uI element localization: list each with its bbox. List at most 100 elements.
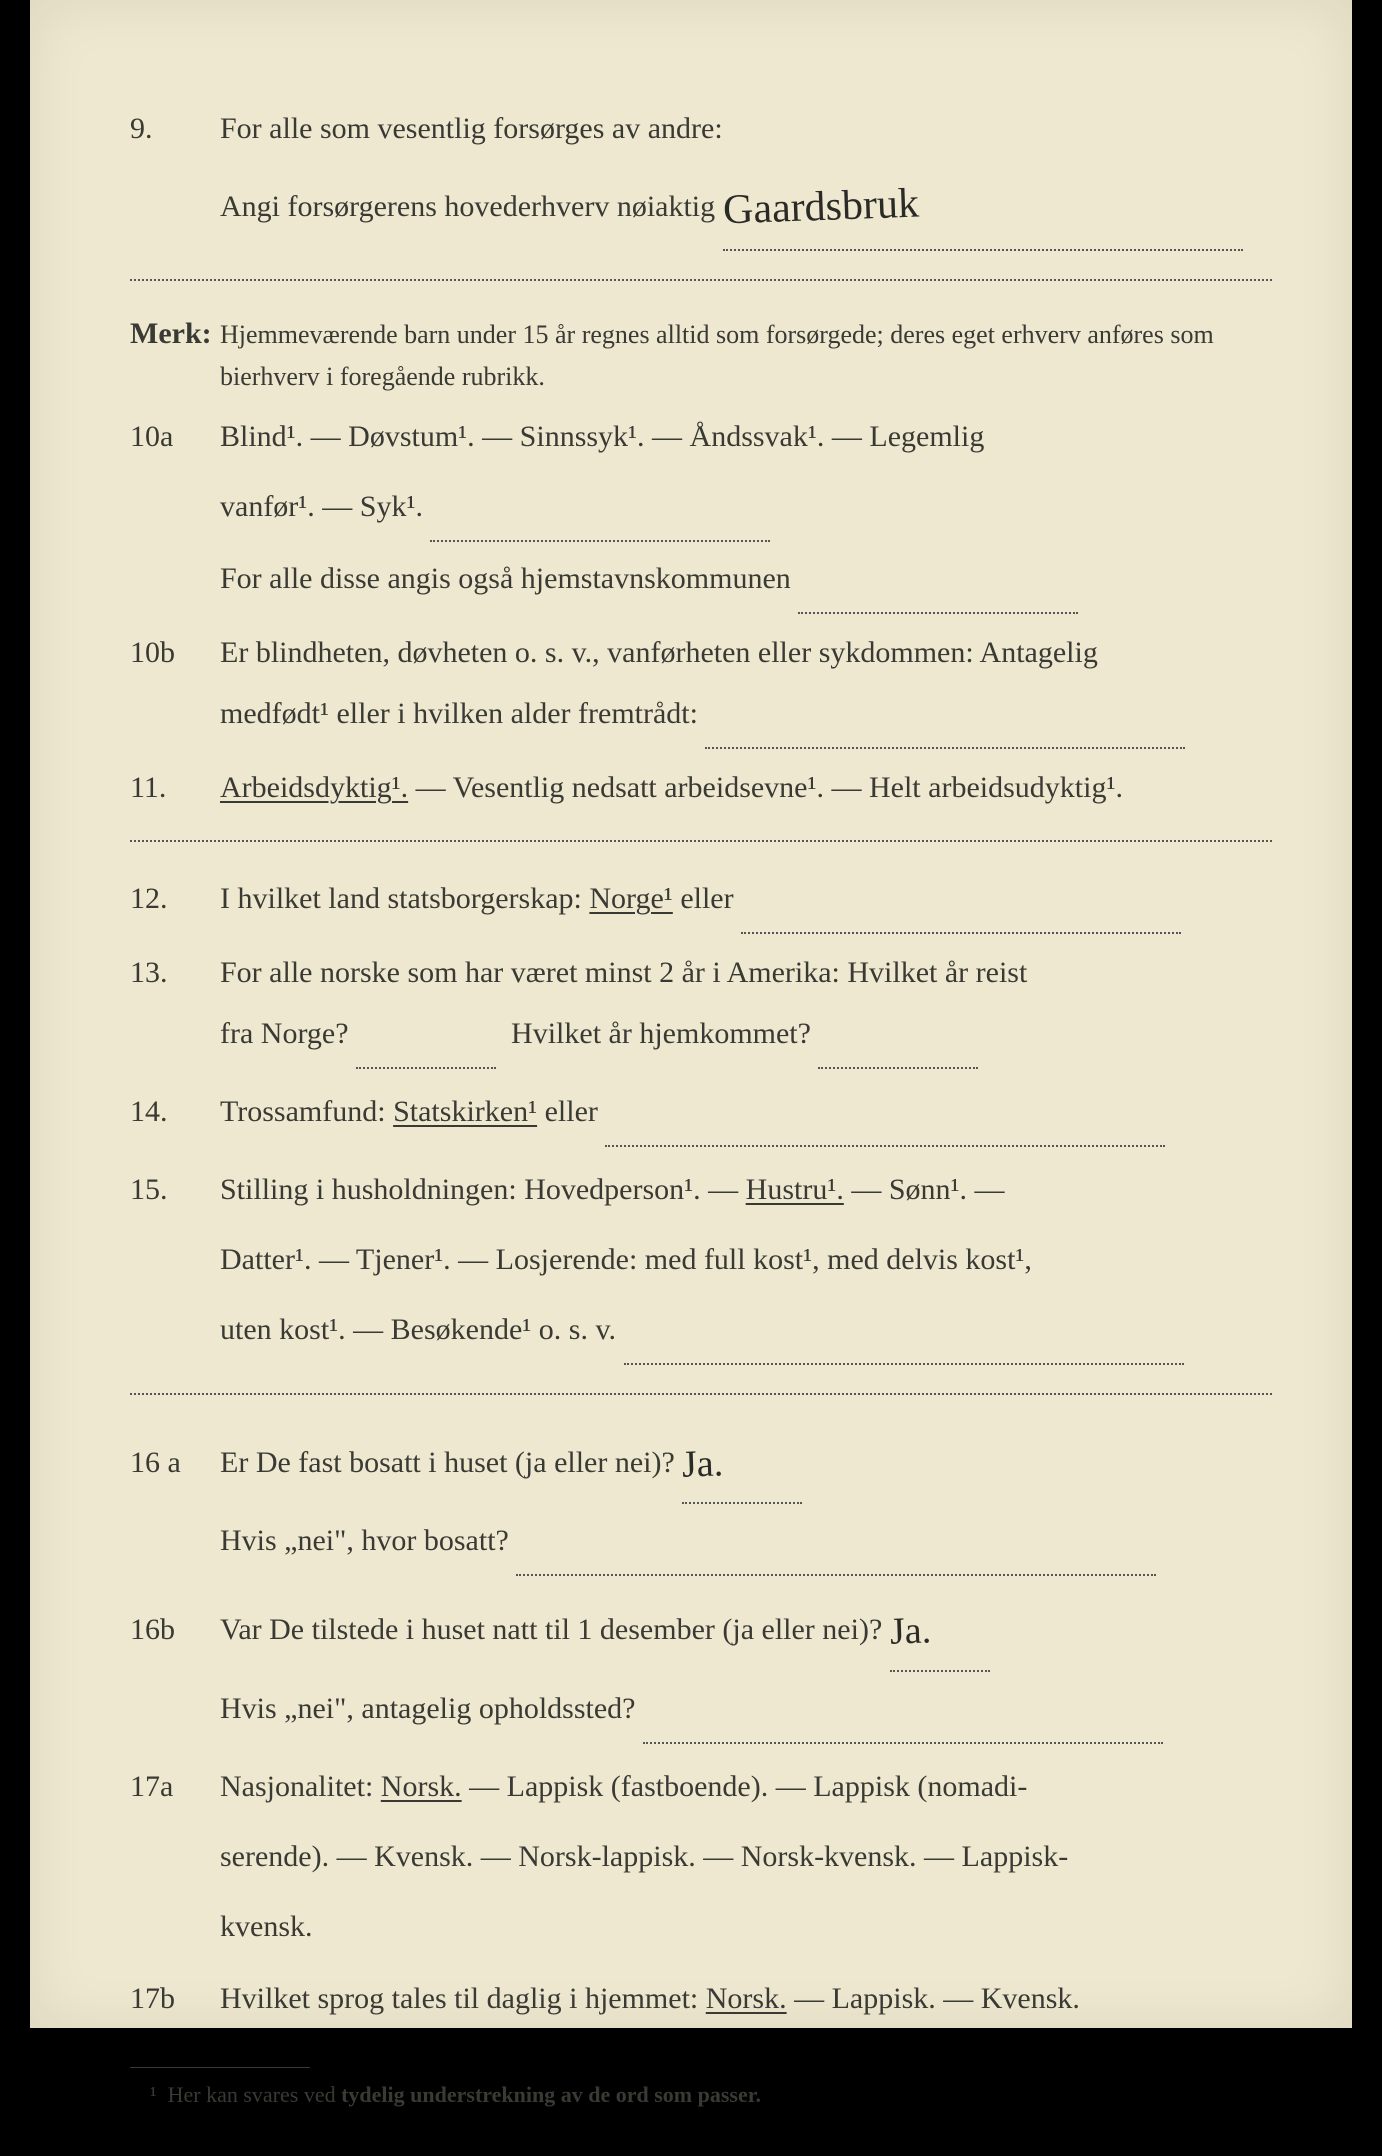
- q9-number: 9.: [130, 100, 220, 157]
- section-rule-2: [130, 840, 1272, 842]
- q16a-fill-line-2: [516, 1508, 1156, 1576]
- question-17a: 17a Nasjonalitet: Norsk. — Lappisk (fast…: [130, 1754, 1272, 1964]
- q10b-fill-line: [705, 681, 1185, 749]
- q17a-underlined: Norsk.: [381, 1770, 462, 1803]
- question-13: 13. For alle norske som har været minst …: [130, 944, 1272, 1073]
- q16b-line2: Hvis „nei", antagelig opholdssted?: [220, 1676, 1272, 1744]
- q15-number: 15.: [130, 1161, 220, 1218]
- q17a-number: 17a: [130, 1758, 220, 1815]
- question-16b: 16b Var De tilstede i huset natt til 1 d…: [130, 1586, 1272, 1748]
- document-content: 9. For alle som vesentlig forsørges av a…: [30, 0, 1352, 2156]
- q16b-number: 16b: [130, 1601, 220, 1658]
- q16a-fill-line-1: Ja.: [682, 1419, 802, 1505]
- q16a-number: 16 a: [130, 1434, 220, 1491]
- q12-body: I hvilket land statsborgerskap: Norge¹ e…: [220, 866, 1272, 934]
- q17b-underlined: Norsk.: [706, 1982, 787, 2015]
- q11-underlined: Arbeidsdyktig¹.: [220, 771, 408, 804]
- q15-line1: Stilling i husholdningen: Hovedperson¹. …: [220, 1157, 1272, 1223]
- q16b-line1: Var De tilstede i huset natt til 1 desem…: [220, 1586, 1272, 1672]
- q13-line2: fra Norge? Hvilket år hjemkommet?: [220, 1001, 1272, 1069]
- q9-fill-line: Gaardsbruk: [723, 157, 1243, 251]
- section-rule-3: [130, 1393, 1272, 1395]
- q9-handwritten: Gaardsbruk: [721, 158, 920, 257]
- section-rule-1: [130, 279, 1272, 281]
- q10b-line2-prefix: medfødt¹ eller i hvilken alder fremtrådt…: [220, 697, 698, 730]
- question-14: 14. Trossamfund: Statskirken¹ eller: [130, 1079, 1272, 1151]
- footnote-marker: ¹: [150, 2082, 157, 2107]
- q16b-fill-line-1: Ja.: [890, 1586, 990, 1672]
- q10b-line1: Er blindheten, døvheten o. s. v., vanfør…: [220, 624, 1272, 681]
- q16a-body: Er De fast bosatt i huset (ja eller nei)…: [220, 1419, 1272, 1581]
- q12-prefix: I hvilket land statsborgerskap:: [220, 882, 589, 915]
- q10b-body: Er blindheten, døvheten o. s. v., vanfør…: [220, 624, 1272, 753]
- q13-fill-line-1: [356, 1001, 496, 1069]
- q13-fill-line-2: [818, 1001, 978, 1069]
- merk-text: Hjemmeværende barn under 15 år regnes al…: [220, 314, 1272, 397]
- q15-fill-line: [624, 1297, 1184, 1365]
- q15-prefix: Stilling i husholdningen: Hovedperson¹. …: [220, 1173, 746, 1206]
- q16a-line2-prefix: Hvis „nei", hvor bosatt?: [220, 1524, 509, 1557]
- q15-rest1: — Sønn¹. —: [844, 1173, 1005, 1206]
- q10a-number: 10a: [130, 408, 220, 465]
- q16b-handwritten: Ja.: [888, 1589, 932, 1674]
- document-paper: 9. For alle som vesentlig forsørges av a…: [30, 0, 1352, 2028]
- q14-underlined: Statskirken¹: [393, 1095, 537, 1128]
- q13-number: 13.: [130, 944, 220, 1001]
- q12-mid: eller: [673, 882, 734, 915]
- q15-line3-text: uten kost¹. — Besøkende¹ o. s. v.: [220, 1313, 616, 1346]
- question-11: 11. Arbeidsdyktig¹. — Vesentlig nedsatt …: [130, 759, 1272, 816]
- question-12: 12. I hvilket land statsborgerskap: Norg…: [130, 866, 1272, 938]
- q10b-line2: medfødt¹ eller i hvilken alder fremtrådt…: [220, 681, 1272, 749]
- q17a-line3: kvensk.: [220, 1894, 1272, 1960]
- q16a-line1-prefix: Er De fast bosatt i huset (ja eller nei)…: [220, 1446, 675, 1479]
- q16a-line2: Hvis „nei", hvor bosatt?: [220, 1508, 1272, 1576]
- merk-label: Merk:: [130, 305, 220, 362]
- q11-body: Arbeidsdyktig¹. — Vesentlig nedsatt arbe…: [220, 759, 1272, 816]
- q17b-rest: — Lappisk. — Kvensk.: [787, 1982, 1080, 2015]
- q10a-body: Blind¹. — Døvstum¹. — Sinnssyk¹. — Åndss…: [220, 404, 1272, 618]
- q10b-number: 10b: [130, 624, 220, 681]
- q10a-line1: Blind¹. — Døvstum¹. — Sinnssyk¹. — Åndss…: [220, 404, 1272, 470]
- question-17b: 17b Hvilket sprog tales til daglig i hje…: [130, 1970, 1272, 2027]
- q11-rest: — Vesentlig nedsatt arbeidsevne¹. — Helt…: [408, 771, 1123, 804]
- q17a-line1: Nasjonalitet: Norsk. — Lappisk (fastboen…: [220, 1754, 1272, 1820]
- q16a-line1: Er De fast bosatt i huset (ja eller nei)…: [220, 1419, 1272, 1505]
- q16b-line2-prefix: Hvis „nei", antagelig opholdssted?: [220, 1692, 636, 1725]
- q10a-fill-line-2: [798, 546, 1078, 614]
- q10a-fill-line: [430, 474, 770, 542]
- question-10a: 10a Blind¹. — Døvstum¹. — Sinnssyk¹. — Å…: [130, 404, 1272, 618]
- q16b-body: Var De tilstede i huset natt til 1 desem…: [220, 1586, 1272, 1748]
- question-16a: 16 a Er De fast bosatt i huset (ja eller…: [130, 1419, 1272, 1581]
- footnote-rule: [130, 2067, 310, 2068]
- q11-number: 11.: [130, 759, 220, 816]
- q17a-rest1: — Lappisk (fastboende). — Lappisk (nomad…: [462, 1770, 1028, 1803]
- question-10b: 10b Er blindheten, døvheten o. s. v., va…: [130, 624, 1272, 753]
- q14-prefix: Trossamfund:: [220, 1095, 393, 1128]
- q9-line2: Angi forsørgerens hovederhverv nøiaktig …: [220, 157, 1272, 251]
- q14-body: Trossamfund: Statskirken¹ eller: [220, 1079, 1272, 1147]
- q9-body: For alle som vesentlig forsørges av andr…: [220, 100, 1272, 255]
- q13-line1: For alle norske som har været minst 2 år…: [220, 944, 1272, 1001]
- footnote-bold: tydelig understrekning av de ord som pas…: [341, 2082, 761, 2107]
- q17a-line2: serende). — Kvensk. — Norsk-lappisk. — N…: [220, 1824, 1272, 1890]
- q12-fill-line: [741, 866, 1181, 934]
- q13-line2b: Hvilket år hjemkommet?: [511, 1017, 811, 1050]
- q17a-body: Nasjonalitet: Norsk. — Lappisk (fastboen…: [220, 1754, 1272, 1964]
- q15-line2: Datter¹. — Tjener¹. — Losjerende: med fu…: [220, 1227, 1272, 1293]
- q13-body: For alle norske som har været minst 2 år…: [220, 944, 1272, 1073]
- footnote-prefix: Her kan svares ved: [168, 2082, 342, 2107]
- q17b-prefix: Hvilket sprog tales til daglig i hjemmet…: [220, 1982, 706, 2015]
- q10a-line2-prefix: vanfør¹. — Syk¹.: [220, 490, 423, 523]
- q17b-number: 17b: [130, 1970, 220, 2027]
- q17b-body: Hvilket sprog tales til daglig i hjemmet…: [220, 1970, 1272, 2027]
- q12-number: 12.: [130, 870, 220, 927]
- merk-row: Merk: Hjemmeværende barn under 15 år reg…: [130, 305, 1272, 397]
- q10a-line3: For alle disse angis også hjemstavnskomm…: [220, 562, 791, 595]
- q16b-line1-prefix: Var De tilstede i huset natt til 1 desem…: [220, 1613, 882, 1646]
- q15-line3: uten kost¹. — Besøkende¹ o. s. v.: [220, 1297, 1272, 1365]
- q15-body: Stilling i husholdningen: Hovedperson¹. …: [220, 1157, 1272, 1369]
- q17a-prefix: Nasjonalitet:: [220, 1770, 381, 1803]
- q16a-handwritten: Ja.: [681, 1422, 725, 1507]
- q14-number: 14.: [130, 1083, 220, 1140]
- q12-underlined: Norge¹: [589, 882, 672, 915]
